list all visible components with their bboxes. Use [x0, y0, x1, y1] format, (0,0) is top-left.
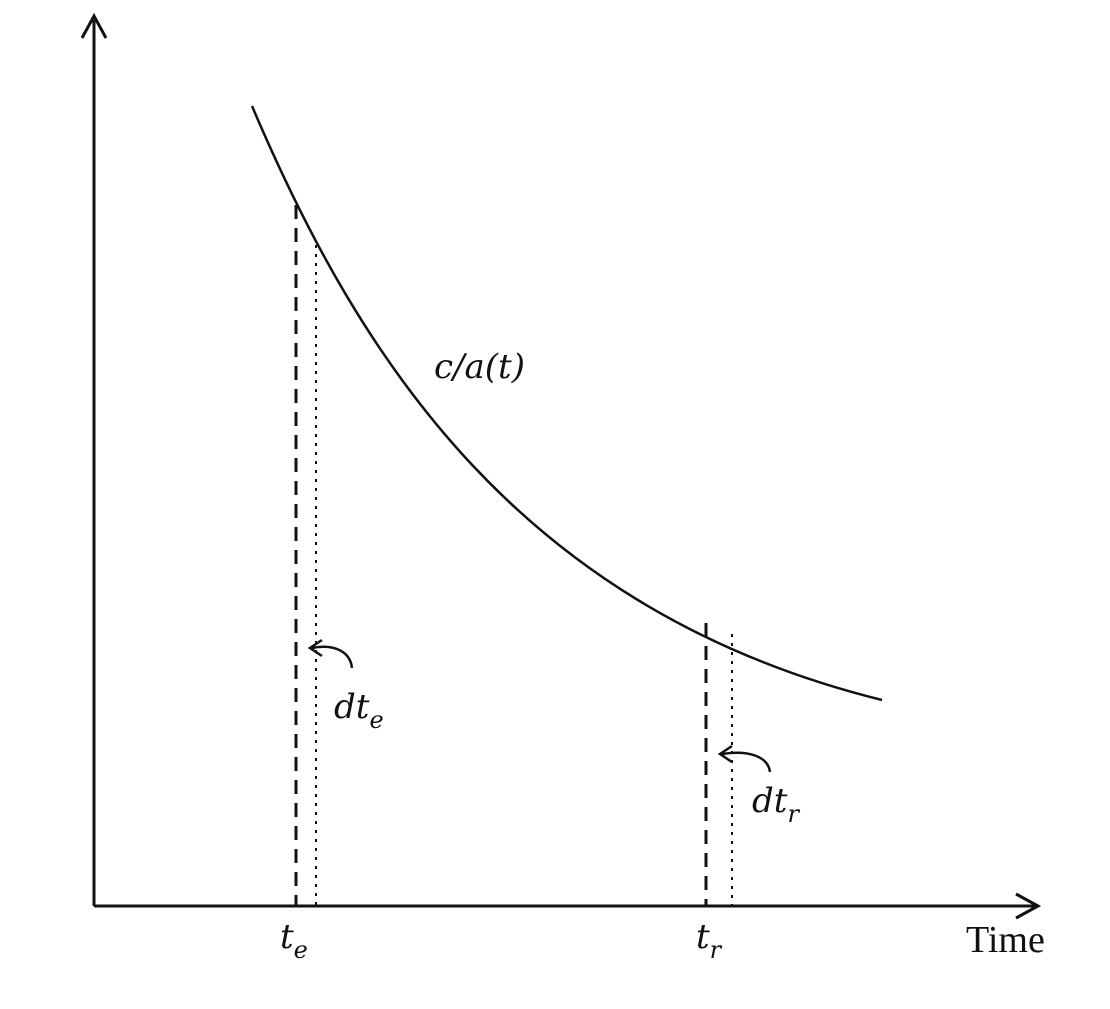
dt-e-label: dte [334, 687, 384, 734]
dt-r-pointer-arrow [721, 751, 772, 773]
scale-factor-curve [250, 105, 883, 702]
dt-r-pointer-arrowhead [717, 744, 733, 764]
curve-label: c/a(t) [434, 347, 525, 387]
dt-r-label: dtr [752, 781, 800, 828]
x-axis-arrowhead [1015, 892, 1042, 920]
x-axis-label: Time [966, 919, 1045, 961]
dt-e-pointer-arrowhead [307, 638, 323, 658]
dt-e-pointer-arrow [311, 645, 354, 669]
y-axis-arrowhead [80, 12, 108, 39]
t-r-tick-label: tr [696, 917, 723, 964]
t-e-tick-label: te [280, 917, 308, 964]
